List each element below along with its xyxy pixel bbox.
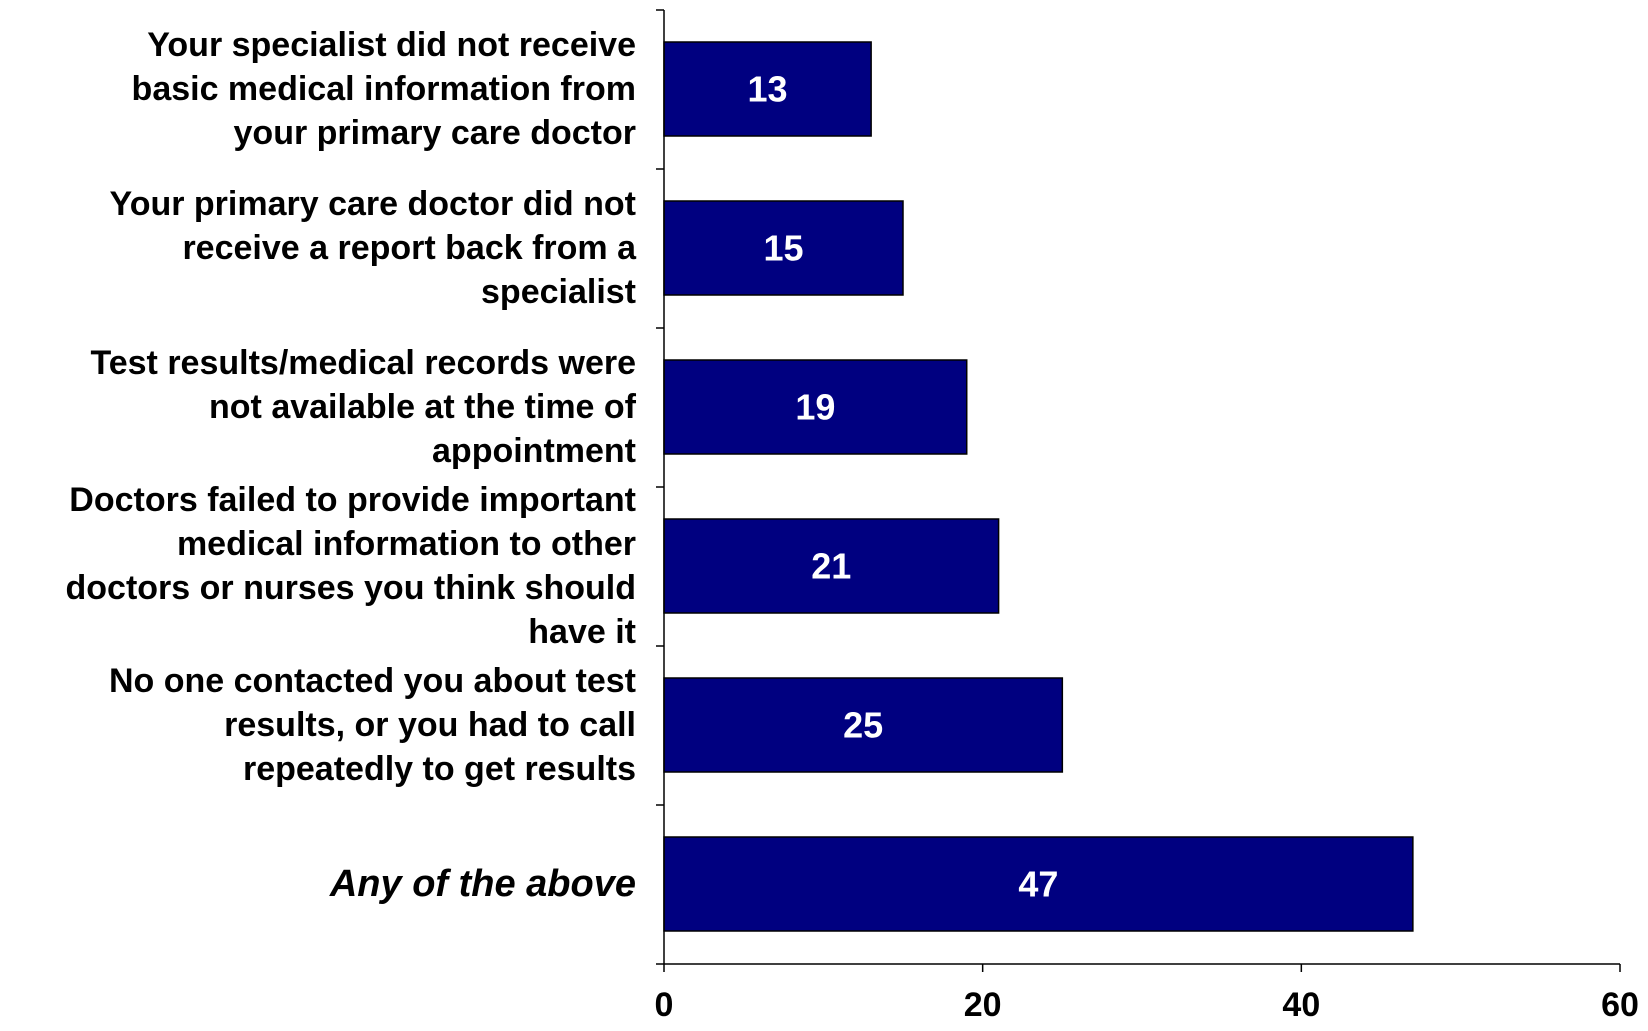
x-tick-label-1: 20 — [964, 986, 1002, 1024]
category-label-3: Doctors failed to provide important medic… — [66, 481, 637, 651]
x-tick-label-0: 0 — [655, 986, 674, 1024]
category-label-0: Your specialist did not receive basic med… — [132, 26, 636, 152]
category-label-5: Any of the above — [329, 863, 636, 905]
data-label-2: 19 — [795, 387, 835, 428]
data-labels-layer: 13 15 19 21 25 47 — [748, 69, 1059, 905]
category-label-2-line-0: Test results/medical records were — [90, 344, 636, 382]
category-label-3-line-0: Doctors failed to provide important — [69, 481, 636, 519]
category-label-4-line-2: repeatedly to get results — [243, 750, 636, 788]
category-label-5-line-0: Any of the above — [329, 863, 636, 905]
data-label-3: 21 — [811, 546, 851, 587]
data-label-5: 47 — [1018, 864, 1058, 905]
data-label-1: 15 — [763, 228, 803, 269]
data-label-0: 13 — [748, 69, 788, 110]
bar-1 — [663, 200, 904, 296]
data-label-4: 25 — [843, 705, 883, 746]
category-label-2-line-2: appointment — [432, 432, 636, 470]
category-label-0-line-0: Your specialist did not receive — [147, 26, 636, 64]
x-tick-label-2: 40 — [1282, 986, 1320, 1024]
category-label-3-line-1: medical information to other — [177, 525, 636, 563]
category-label-3-line-2: doctors or nurses you think should — [66, 569, 637, 607]
bar-0 — [663, 41, 872, 137]
category-label-2: Test results/medical records were not ava… — [90, 344, 636, 470]
category-label-0-line-2: your primary care doctor — [234, 114, 636, 152]
category-label-4-line-1: results, or you had to call — [224, 706, 636, 744]
category-label-1-line-2: specialist — [481, 273, 636, 311]
category-label-1-line-0: Your primary care doctor did not — [110, 185, 636, 223]
bar-2 — [663, 359, 968, 455]
category-label-3-line-3: have it — [528, 613, 636, 651]
category-label-1: Your primary care doctor did not receive … — [110, 185, 638, 311]
category-label-4-line-0: No one contacted you about test — [109, 662, 636, 700]
bar-5 — [663, 836, 1414, 932]
category-label-0-line-1: basic medical information from — [132, 70, 636, 108]
bar-4 — [663, 677, 1064, 773]
x-tick-labels: 0 20 40 60 — [655, 986, 1639, 1024]
bars-layer — [663, 41, 1414, 932]
category-labels: Your specialist did not receive basic med… — [66, 26, 638, 905]
category-label-1-line-1: receive a report back from a — [182, 229, 637, 267]
x-tick-label-3: 60 — [1601, 986, 1639, 1024]
category-label-4: No one contacted you about test results, … — [109, 662, 636, 788]
bar-3 — [663, 518, 1000, 614]
category-label-2-line-1: not available at the time of — [209, 388, 637, 426]
axes — [656, 9, 1621, 972]
